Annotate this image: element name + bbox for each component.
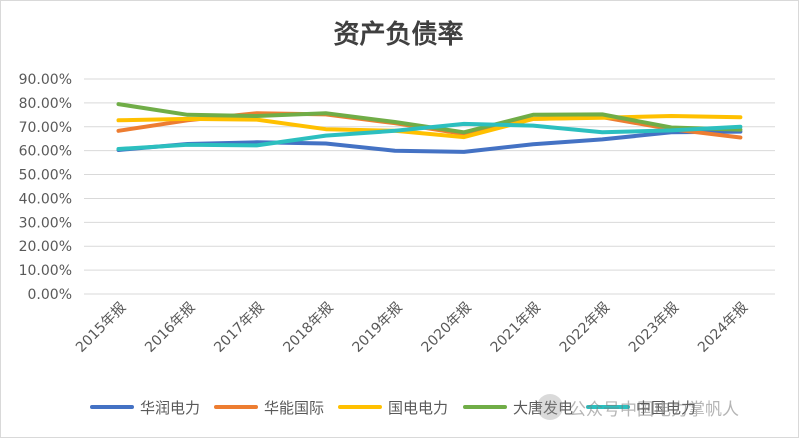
y-tick-label: 30.00% [19,215,72,231]
legend-label: 国电电力 [388,399,448,417]
chart-title: 资产负债率 [333,20,464,50]
x-tick-label: 2022年报 [557,300,613,356]
y-tick-label: 50.00% [19,168,72,184]
y-tick-label: 80.00% [19,96,72,112]
x-tick-label: 2021年报 [488,300,544,356]
x-tick-label: 2018年报 [280,300,336,356]
watermark-text: 公众号中国电力掌帆人 [569,399,739,420]
x-tick-label: 2023年报 [626,300,682,356]
x-tick-label: 2017年报 [211,300,267,356]
x-tick-label: 2019年报 [349,300,405,356]
wechat-icon [537,394,563,420]
x-tick-label: 2015年报 [73,300,129,356]
y-tick-label: 70.00% [19,120,72,136]
x-tick-label: 2016年报 [142,300,198,356]
legend-label: 大唐发电 [513,399,573,417]
x-tick-label: 2024年报 [695,300,751,356]
y-tick-label: 40.00% [19,191,72,207]
legend-label: 华能国际 [264,399,324,417]
y-tick-label: 90.00% [19,72,72,88]
watermark: 公众号中国电力掌帆人 [537,393,792,421]
y-tick-label: 20.00% [19,239,72,255]
y-tick-label: 60.00% [19,144,72,160]
series-line [116,121,743,151]
legend-label: 华润电力 [140,399,200,417]
x-tick-label: 2020年报 [419,300,475,356]
legend-label: 中国电力 [636,399,696,417]
y-tick-label: 0.00% [28,287,72,303]
series-line [116,114,743,140]
y-tick-label: 10.00% [19,263,72,279]
